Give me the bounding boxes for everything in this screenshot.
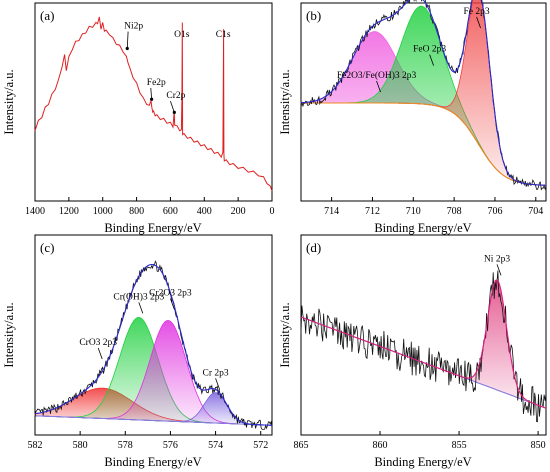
panel-tag: (c): [40, 240, 54, 255]
annotation-arrow: [151, 88, 152, 99]
peak-annotation: Cr 2p3: [203, 368, 229, 378]
peak-annotation: Cr2p: [166, 91, 185, 101]
peak-annotation: Fe2O3/Fe(OH)3 2p3: [337, 70, 417, 81]
peak-annotation: Fe2p: [147, 78, 166, 88]
x-tick-label: 714: [324, 206, 339, 217]
x-tick-label: 580: [73, 440, 88, 451]
peak-annotation: O1s: [174, 30, 190, 40]
x-tick-label: 572: [253, 440, 268, 451]
x-tick-label: 582: [28, 440, 43, 451]
arrow-head: [173, 111, 176, 114]
x-tick-label: 704: [528, 206, 543, 217]
peak-annotation: Fe 2p3: [464, 7, 490, 17]
annotation-arrow: [127, 32, 128, 49]
peak-annotation: CrO3 2p3: [79, 338, 117, 348]
peak-annotation: Cr2O3 2p3: [149, 289, 192, 299]
panel-tag: (b): [306, 8, 321, 23]
peak-annotation: Ni 2p3: [484, 254, 510, 264]
y-axis-label: Intensity/a.u.: [2, 302, 16, 367]
annotation-arrow: [170, 101, 174, 112]
x-tick-label: 1000: [93, 206, 113, 217]
peak-annotation: Ni2p: [124, 22, 143, 32]
x-tick-label: 850: [531, 440, 546, 451]
peak-annotation: C1s: [216, 30, 231, 40]
peak-annotation: FeO 2p3: [413, 45, 446, 55]
x-tick-label: 574: [208, 440, 223, 451]
x-axis-label: Binding Energy/eV: [104, 221, 201, 235]
arrow-head: [126, 47, 129, 50]
x-tick-label: 200: [231, 206, 246, 217]
x-tick-label: 855: [452, 440, 467, 451]
plot-frame: [35, 3, 272, 201]
spectrum-line: [35, 17, 272, 191]
x-tick-label: 1200: [59, 206, 79, 217]
y-axis-label: Intensity/a.u.: [2, 69, 16, 134]
x-tick-label: 800: [129, 206, 144, 217]
background-line: [301, 103, 546, 185]
annotation-arrow: [139, 302, 143, 313]
x-tick-label: 706: [487, 206, 502, 217]
x-tick-label: 578: [118, 440, 133, 451]
x-axis-label: Binding Energy/eV: [374, 221, 471, 235]
x-axis-label: Binding Energy/eV: [104, 455, 201, 469]
x-tick-label: 0: [270, 206, 275, 217]
y-axis-label: Intensity/a.u.: [278, 69, 292, 134]
x-tick-label: 1400: [25, 206, 45, 217]
x-tick-label: 865: [294, 440, 309, 451]
x-tick-label: 710: [406, 206, 421, 217]
x-tick-label: 712: [365, 206, 380, 217]
x-tick-label: 400: [197, 206, 212, 217]
panel-tag: (d): [306, 240, 321, 255]
y-axis-label: Intensity/a.u.: [278, 302, 292, 367]
panel-tag: (a): [40, 8, 54, 23]
x-tick-label: 708: [447, 206, 462, 217]
x-tick-label: 860: [373, 440, 388, 451]
x-axis-label: Binding Energy/eV: [374, 455, 471, 469]
x-tick-label: 600: [163, 206, 178, 217]
annotation-arrow: [98, 348, 102, 359]
panel-b: Fe2O3/Fe(OH)3 2p3 FeO 2p3 Fe 2p3 714 712 710…: [278, 0, 546, 235]
x-tick-label: 576: [163, 440, 178, 451]
panel-d: Ni 2p3 865 860 855 850 (d) Binding Energy/e…: [278, 235, 546, 469]
arrow-head: [150, 98, 153, 101]
